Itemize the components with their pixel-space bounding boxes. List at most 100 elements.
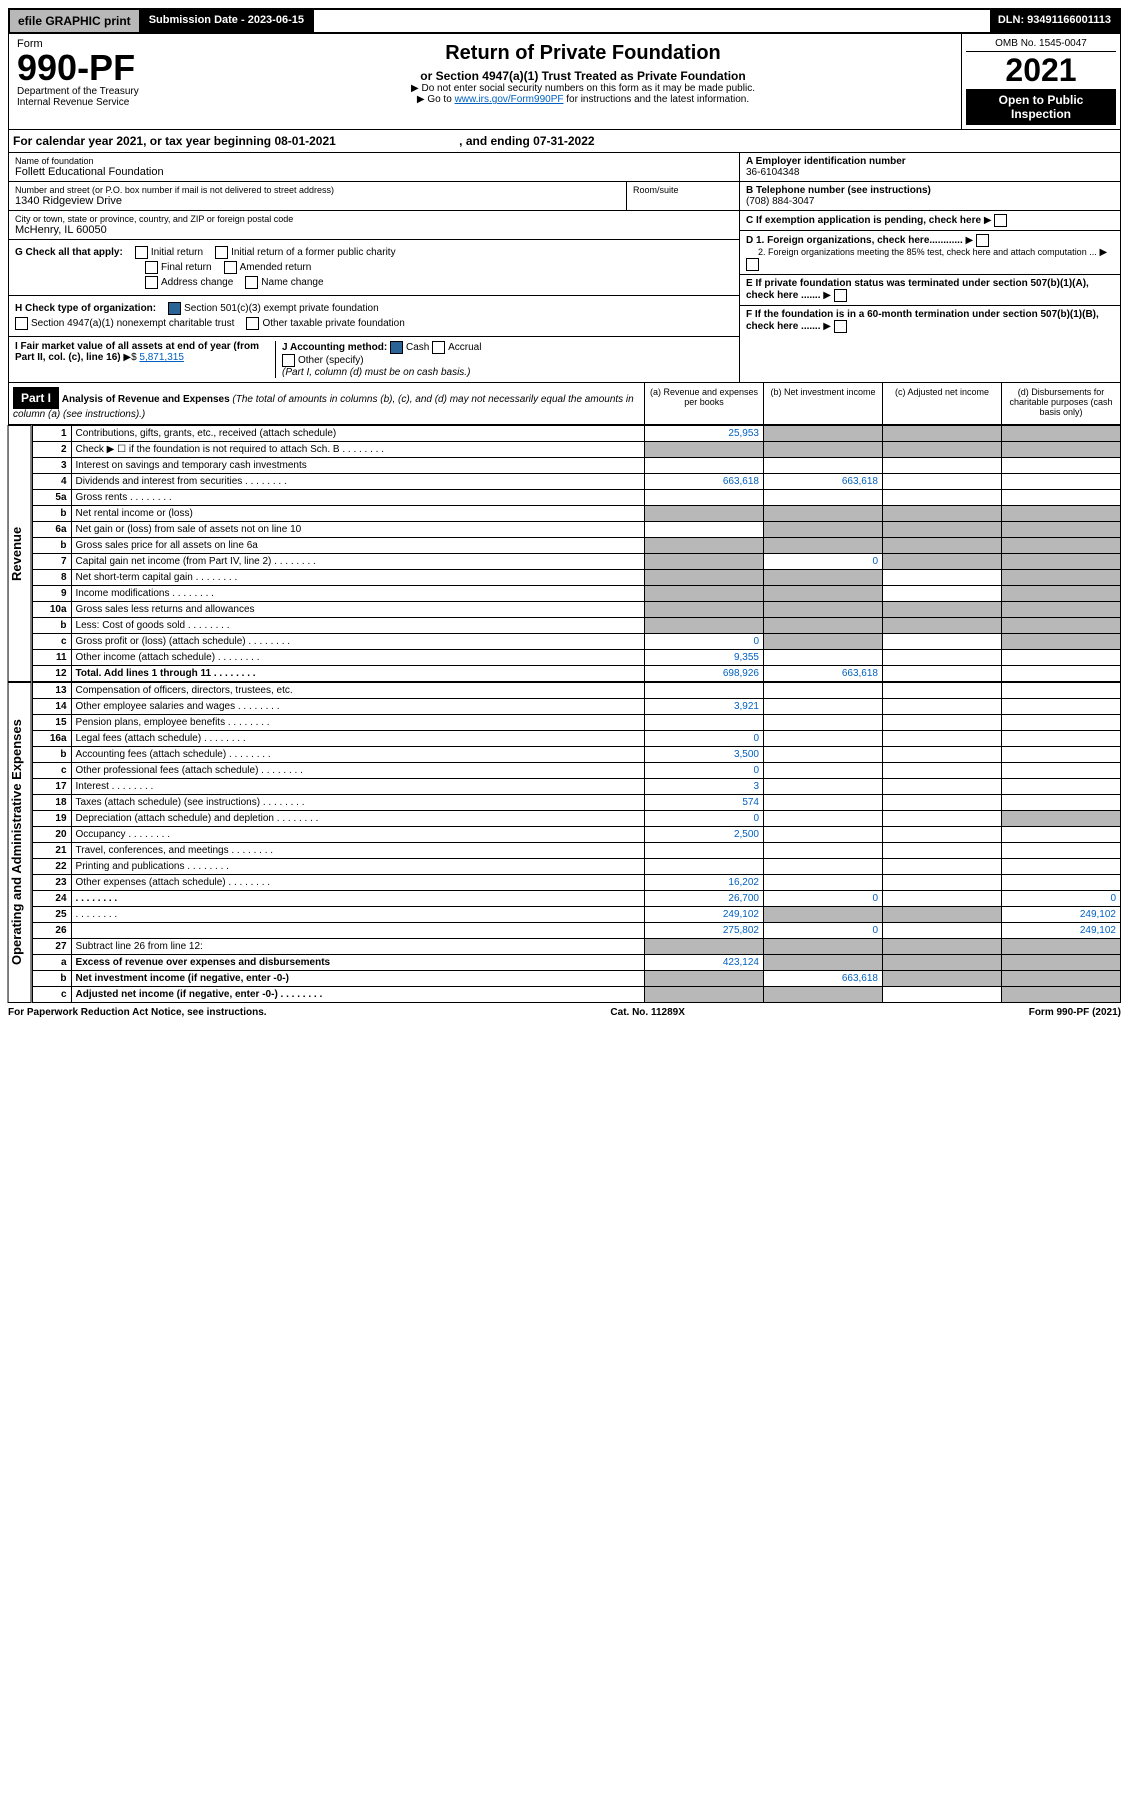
j-accrual: Accrual <box>448 342 481 353</box>
h-label: H Check type of organization: <box>15 303 156 314</box>
g-opt-2: Final return <box>161 262 212 273</box>
table-row: cGross profit or (loss) (attach schedule… <box>32 634 1120 650</box>
note-pre: ▶ Go to <box>417 94 455 105</box>
fmv-value[interactable]: 5,871,315 <box>139 352 184 363</box>
part1-header: Part I Analysis of Revenue and Expenses … <box>8 382 1121 425</box>
cal-begin: For calendar year 2021, or tax year begi… <box>13 134 336 148</box>
final-return-checkbox[interactable] <box>145 261 158 274</box>
j-other: Other (specify) <box>298 355 364 366</box>
table-row: 25 . . . . . . . .249,102249,102 <box>32 907 1120 923</box>
table-row: 2Check ▶ ☐ if the foundation is not requ… <box>32 442 1120 458</box>
entity-info: Name of foundation Follett Educational F… <box>8 153 1121 382</box>
initial-former-checkbox[interactable] <box>215 246 228 259</box>
table-row: 10aGross sales less returns and allowanc… <box>32 602 1120 618</box>
foundation-city: McHenry, IL 60050 <box>15 224 733 236</box>
table-row: 6aNet gain or (loss) from sale of assets… <box>32 522 1120 538</box>
note-post: for instructions and the latest informat… <box>563 94 749 105</box>
h-opt1: Section 501(c)(3) exempt private foundat… <box>184 303 379 314</box>
f-checkbox[interactable] <box>834 320 847 333</box>
note-ssn: ▶ Do not enter social security numbers o… <box>209 83 957 94</box>
table-row: 21Travel, conferences, and meetings . . … <box>32 843 1120 859</box>
foundation-name: Follett Educational Foundation <box>15 166 733 178</box>
table-row: 8Net short-term capital gain . . . . . .… <box>32 570 1120 586</box>
c-label: C If exemption application is pending, c… <box>746 215 981 226</box>
tel-value: (708) 884-3047 <box>746 196 814 207</box>
name-change-checkbox[interactable] <box>245 276 258 289</box>
initial-return-checkbox[interactable] <box>135 246 148 259</box>
open-inspection: Open to Public Inspection <box>966 89 1116 125</box>
form-subtitle: or Section 4947(a)(1) Trust Treated as P… <box>209 69 957 83</box>
table-row: 12Total. Add lines 1 through 11 . . . . … <box>32 666 1120 682</box>
page-footer: For Paperwork Reduction Act Notice, see … <box>8 1003 1121 1018</box>
note-link: ▶ Go to www.irs.gov/Form990PF for instru… <box>209 94 957 105</box>
irs-link[interactable]: www.irs.gov/Form990PF <box>455 94 564 105</box>
i-label: I Fair market value of all assets at end… <box>15 341 259 363</box>
table-row: 14Other employee salaries and wages . . … <box>32 699 1120 715</box>
e-checkbox[interactable] <box>834 289 847 302</box>
col-c-header: (c) Adjusted net income <box>882 383 1001 424</box>
amended-return-checkbox[interactable] <box>224 261 237 274</box>
d1-checkbox[interactable] <box>976 234 989 247</box>
other-taxable-checkbox[interactable] <box>246 317 259 330</box>
table-row: 11Other income (attach schedule) . . . .… <box>32 650 1120 666</box>
table-row: 7Capital gain net income (from Part IV, … <box>32 554 1120 570</box>
expenses-table: 13Compensation of officers, directors, t… <box>32 682 1121 1003</box>
c-checkbox[interactable] <box>994 214 1007 227</box>
501c3-checkbox[interactable] <box>168 302 181 315</box>
d2-label: 2. Foreign organizations meeting the 85%… <box>758 247 1097 257</box>
irs-label: Internal Revenue Service <box>17 97 197 108</box>
table-row: cOther professional fees (attach schedul… <box>32 763 1120 779</box>
col-d-header: (d) Disbursements for charitable purpose… <box>1001 383 1120 424</box>
col-a-header: (a) Revenue and expenses per books <box>644 383 763 424</box>
h-opt2: Section 4947(a)(1) nonexempt charitable … <box>31 318 234 329</box>
form-header: Form 990-PF Department of the Treasury I… <box>8 34 1121 130</box>
other-method-checkbox[interactable] <box>282 354 295 367</box>
cash-checkbox[interactable] <box>390 341 403 354</box>
e-label: E If private foundation status was termi… <box>746 278 1089 301</box>
table-row: bLess: Cost of goods sold . . . . . . . … <box>32 618 1120 634</box>
calendar-year-row: For calendar year 2021, or tax year begi… <box>8 130 1121 153</box>
dept-label: Department of the Treasury <box>17 86 197 97</box>
table-row: 5aGross rents . . . . . . . . <box>32 490 1120 506</box>
part1-title: Analysis of Revenue and Expenses <box>62 394 230 405</box>
dln-label: DLN: 93491166001113 <box>990 10 1119 32</box>
top-bar: efile GRAPHIC print Submission Date - 20… <box>8 8 1121 34</box>
accrual-checkbox[interactable] <box>432 341 445 354</box>
d1-label: D 1. Foreign organizations, check here..… <box>746 235 963 246</box>
j-cash: Cash <box>406 342 429 353</box>
table-row: 24 . . . . . . . .26,70000 <box>32 891 1120 907</box>
efile-button[interactable]: efile GRAPHIC print <box>10 10 141 32</box>
table-row: 26275,8020249,102 <box>32 923 1120 939</box>
form-title: Return of Private Foundation <box>209 42 957 65</box>
4947-checkbox[interactable] <box>15 317 28 330</box>
table-row: 19Depreciation (attach schedule) and dep… <box>32 811 1120 827</box>
cal-end: , and ending 07-31-2022 <box>459 134 594 148</box>
d2-checkbox[interactable] <box>746 258 759 271</box>
part1-label: Part I <box>13 387 59 409</box>
g-opt-4: Address change <box>161 277 233 288</box>
table-row: aExcess of revenue over expenses and dis… <box>32 955 1120 971</box>
table-row: 13Compensation of officers, directors, t… <box>32 683 1120 699</box>
j-note: (Part I, column (d) must be on cash basi… <box>282 367 470 378</box>
city-label: City or town, state or province, country… <box>15 214 733 224</box>
form-number: 990-PF <box>17 50 197 86</box>
table-row: 18Taxes (attach schedule) (see instructi… <box>32 795 1120 811</box>
tel-label: B Telephone number (see instructions) <box>746 185 931 196</box>
table-row: 1Contributions, gifts, grants, etc., rec… <box>32 426 1120 442</box>
revenue-table: 1Contributions, gifts, grants, etc., rec… <box>32 425 1121 682</box>
table-row: 20Occupancy . . . . . . . .2,500 <box>32 827 1120 843</box>
g-opt-1: Initial return of a former public charit… <box>231 247 396 258</box>
omb-number: OMB No. 1545-0047 <box>966 38 1116 52</box>
footer-left: For Paperwork Reduction Act Notice, see … <box>8 1007 267 1018</box>
table-row: 15Pension plans, employee benefits . . .… <box>32 715 1120 731</box>
table-row: 4Dividends and interest from securities … <box>32 474 1120 490</box>
table-row: 23Other expenses (attach schedule) . . .… <box>32 875 1120 891</box>
table-row: 9Income modifications . . . . . . . . <box>32 586 1120 602</box>
f-label: F If the foundation is in a 60-month ter… <box>746 309 1099 332</box>
foundation-addr: 1340 Ridgeview Drive <box>15 195 620 207</box>
address-change-checkbox[interactable] <box>145 276 158 289</box>
g-opt-0: Initial return <box>151 247 203 258</box>
tax-year: 2021 <box>966 52 1116 89</box>
name-label: Name of foundation <box>15 156 733 166</box>
table-row: cAdjusted net income (if negative, enter… <box>32 987 1120 1003</box>
